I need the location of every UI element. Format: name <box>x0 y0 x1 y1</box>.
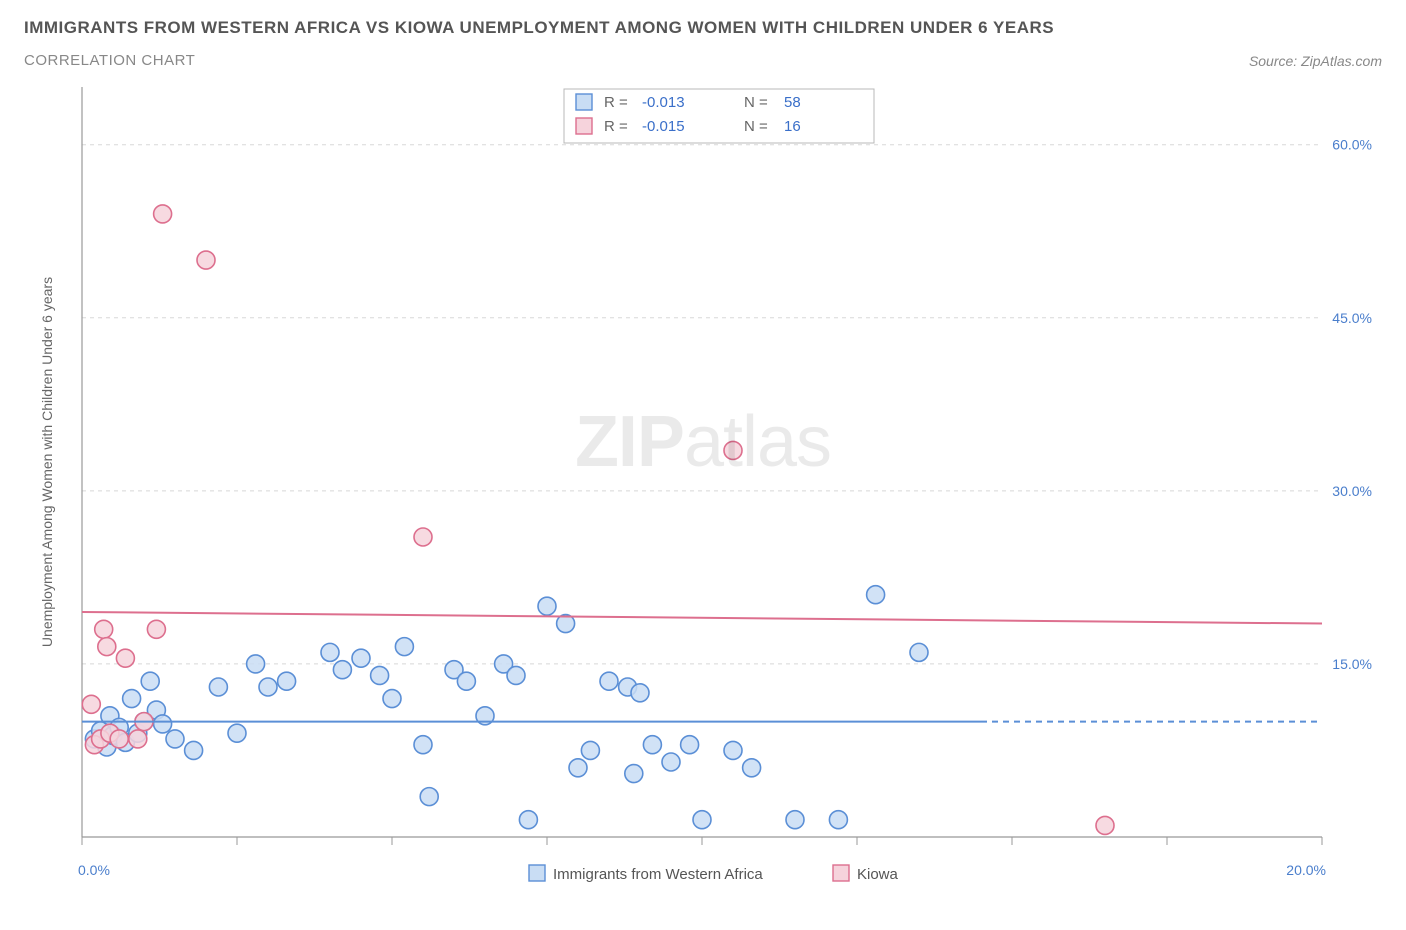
source-label: Source: ZipAtlas.com <box>1249 53 1382 69</box>
svg-text:15.0%: 15.0% <box>1332 656 1372 672</box>
subtitle-row: CORRELATION CHART Source: ZipAtlas.com <box>24 52 1382 69</box>
chart-title: IMMIGRANTS FROM WESTERN AFRICA VS KIOWA … <box>24 18 1382 38</box>
svg-text:Unemployment Among Women with: Unemployment Among Women with Children U… <box>39 277 55 647</box>
svg-text:N =: N = <box>744 94 768 111</box>
svg-text:45.0%: 45.0% <box>1332 310 1372 326</box>
correlation-scatter-chart: 15.0% 30.0% 45.0% 60.0% 0.0% 20.0% Unemploymen… <box>24 77 1382 907</box>
svg-text:Immigrants from Western Africa: Immigrants from Western Africa <box>553 866 763 883</box>
svg-text:R =: R = <box>604 94 628 111</box>
svg-text:58: 58 <box>784 94 801 111</box>
chart-container: 15.0% 30.0% 45.0% 60.0% 0.0% 20.0% Unemploymen… <box>24 77 1382 907</box>
svg-text:20.0%: 20.0% <box>1286 862 1326 878</box>
svg-text:60.0%: 60.0% <box>1332 137 1372 153</box>
svg-text:-0.015: -0.015 <box>642 118 685 135</box>
svg-text:R =: R = <box>604 118 628 135</box>
svg-text:30.0%: 30.0% <box>1332 483 1372 499</box>
svg-text:Kiowa: Kiowa <box>857 866 899 883</box>
svg-text:-0.013: -0.013 <box>642 94 685 111</box>
svg-text:0.0%: 0.0% <box>78 862 110 878</box>
svg-text:N =: N = <box>744 118 768 135</box>
svg-text:16: 16 <box>784 118 801 135</box>
chart-subtitle: CORRELATION CHART <box>24 52 195 69</box>
